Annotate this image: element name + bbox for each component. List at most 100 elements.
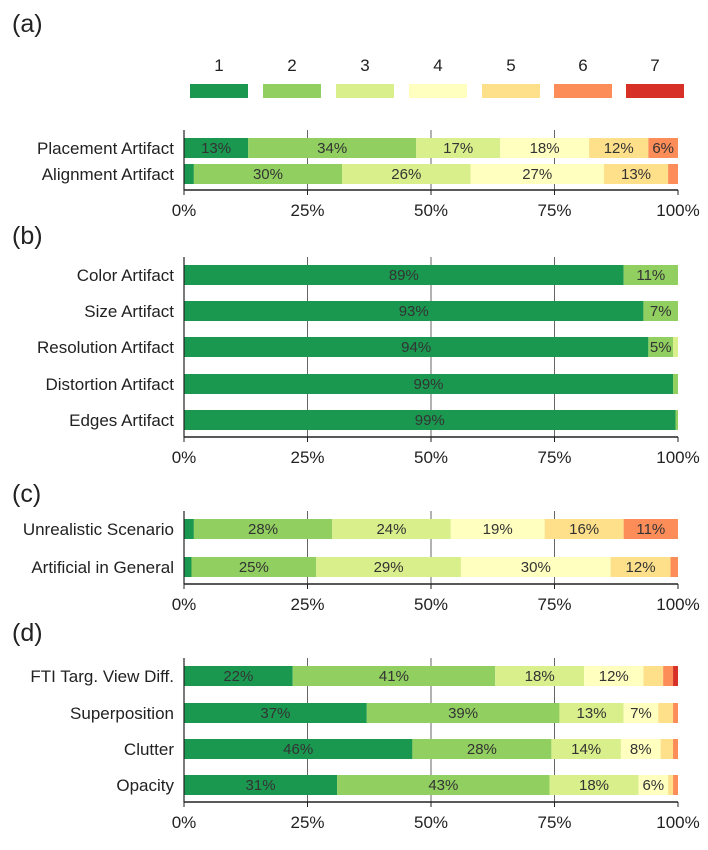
tick-label: 25% <box>290 595 324 614</box>
bar-segment <box>337 775 550 795</box>
data-label: 37% <box>260 705 290 722</box>
category-label: Clutter <box>124 740 174 759</box>
bar-segment <box>184 739 413 759</box>
data-label: 39% <box>448 705 478 722</box>
category-label: Edges Artifact <box>69 411 174 430</box>
category-label: Distortion Artifact <box>46 375 175 394</box>
bar-segment <box>673 666 678 686</box>
bar-segment <box>673 374 678 394</box>
bar-segment <box>184 410 676 430</box>
bar-segment <box>184 337 649 357</box>
chart-panel: (d) FTI Targ. View Diff. 22% 41% 18% 12% Super… <box>12 619 700 832</box>
bar-segment <box>668 775 674 795</box>
bar-segment <box>184 164 194 184</box>
tick-label: 25% <box>290 813 324 832</box>
panel-label: (b) <box>12 222 43 250</box>
panel-label: (a) <box>12 10 43 38</box>
bar-segment <box>658 703 674 723</box>
panel-label: (d) <box>12 619 43 647</box>
tick-label: 75% <box>537 595 571 614</box>
bar-segment <box>366 703 560 723</box>
category-label: Artificial in General <box>31 558 174 577</box>
category-label: FTI Targ. View Diff. <box>30 667 174 686</box>
data-label: 43% <box>428 777 458 794</box>
bar-segment <box>184 703 367 723</box>
data-label: 13% <box>577 705 607 722</box>
legend-swatch <box>554 84 612 98</box>
bar-segment <box>675 410 678 430</box>
bar-segment <box>184 557 192 577</box>
bar-segment <box>193 519 333 539</box>
data-label: 22% <box>223 668 253 685</box>
tick-label: 50% <box>414 448 448 467</box>
bar-segment <box>620 739 661 759</box>
tick-label: 0% <box>172 813 197 832</box>
tick-label: 75% <box>537 448 571 467</box>
bar-segment <box>184 775 338 795</box>
category-label: Alignment Artifact <box>42 165 175 184</box>
tick-label: 25% <box>290 201 324 220</box>
category-label: Placement Artifact <box>37 139 174 158</box>
bar-segment <box>332 519 451 539</box>
bar-segment <box>648 138 678 158</box>
data-label: 7% <box>650 303 672 320</box>
bar-segment <box>643 301 678 321</box>
data-label: 89% <box>389 267 419 284</box>
tick-label: 100% <box>656 813 699 832</box>
legend-swatch <box>409 84 467 98</box>
bar-segment <box>589 138 649 158</box>
panel-label: (c) <box>12 480 41 508</box>
bar-segment <box>673 703 678 723</box>
data-label: 29% <box>374 559 404 576</box>
category-label: Superposition <box>70 704 174 723</box>
legend-swatch <box>263 84 321 98</box>
category-label: Opacity <box>116 776 174 795</box>
bar-segment <box>643 666 664 686</box>
bar-segment <box>184 265 624 285</box>
data-label: 8% <box>630 741 652 758</box>
data-label: 30% <box>253 166 283 183</box>
legend-label: 7 <box>650 56 659 75</box>
legend-label: 1 <box>214 56 223 75</box>
data-label: 14% <box>571 741 601 758</box>
bar-segment <box>648 337 674 357</box>
data-label: 25% <box>239 559 269 576</box>
category-label: Color Artifact <box>77 266 175 285</box>
bar-segment <box>584 666 644 686</box>
data-label: 24% <box>376 521 406 538</box>
data-label: 46% <box>283 741 313 758</box>
bar-segment <box>610 557 671 577</box>
data-label: 18% <box>525 668 555 685</box>
bar-segment <box>184 138 249 158</box>
bar-segment <box>316 557 461 577</box>
bar-segment <box>663 666 674 686</box>
category-label: Resolution Artifact <box>37 338 174 357</box>
bar-segment <box>549 775 639 795</box>
bar-segment <box>292 666 496 686</box>
bar-segment <box>193 164 343 184</box>
legend-swatch <box>626 84 684 98</box>
legend-swatch <box>190 84 248 98</box>
bar-segment <box>460 557 611 577</box>
bar-segment <box>342 164 471 184</box>
data-label: 6% <box>652 140 674 157</box>
data-label: 31% <box>246 777 276 794</box>
bar-segment <box>551 739 621 759</box>
data-label: 19% <box>483 521 513 538</box>
bar-segment <box>470 164 604 184</box>
data-label: 34% <box>317 140 347 157</box>
data-label: 27% <box>522 166 552 183</box>
tick-label: 25% <box>290 448 324 467</box>
tick-label: 75% <box>537 201 571 220</box>
bar-segment <box>623 519 678 539</box>
bar-segment <box>191 557 317 577</box>
bar-segment <box>248 138 417 158</box>
bar-segment <box>673 775 678 795</box>
bar-segment <box>673 337 678 357</box>
data-label: 18% <box>579 777 609 794</box>
data-label: 93% <box>399 303 429 320</box>
tick-label: 0% <box>172 201 197 220</box>
data-label: 28% <box>248 521 278 538</box>
tick-label: 0% <box>172 595 197 614</box>
data-label: 28% <box>467 741 497 758</box>
